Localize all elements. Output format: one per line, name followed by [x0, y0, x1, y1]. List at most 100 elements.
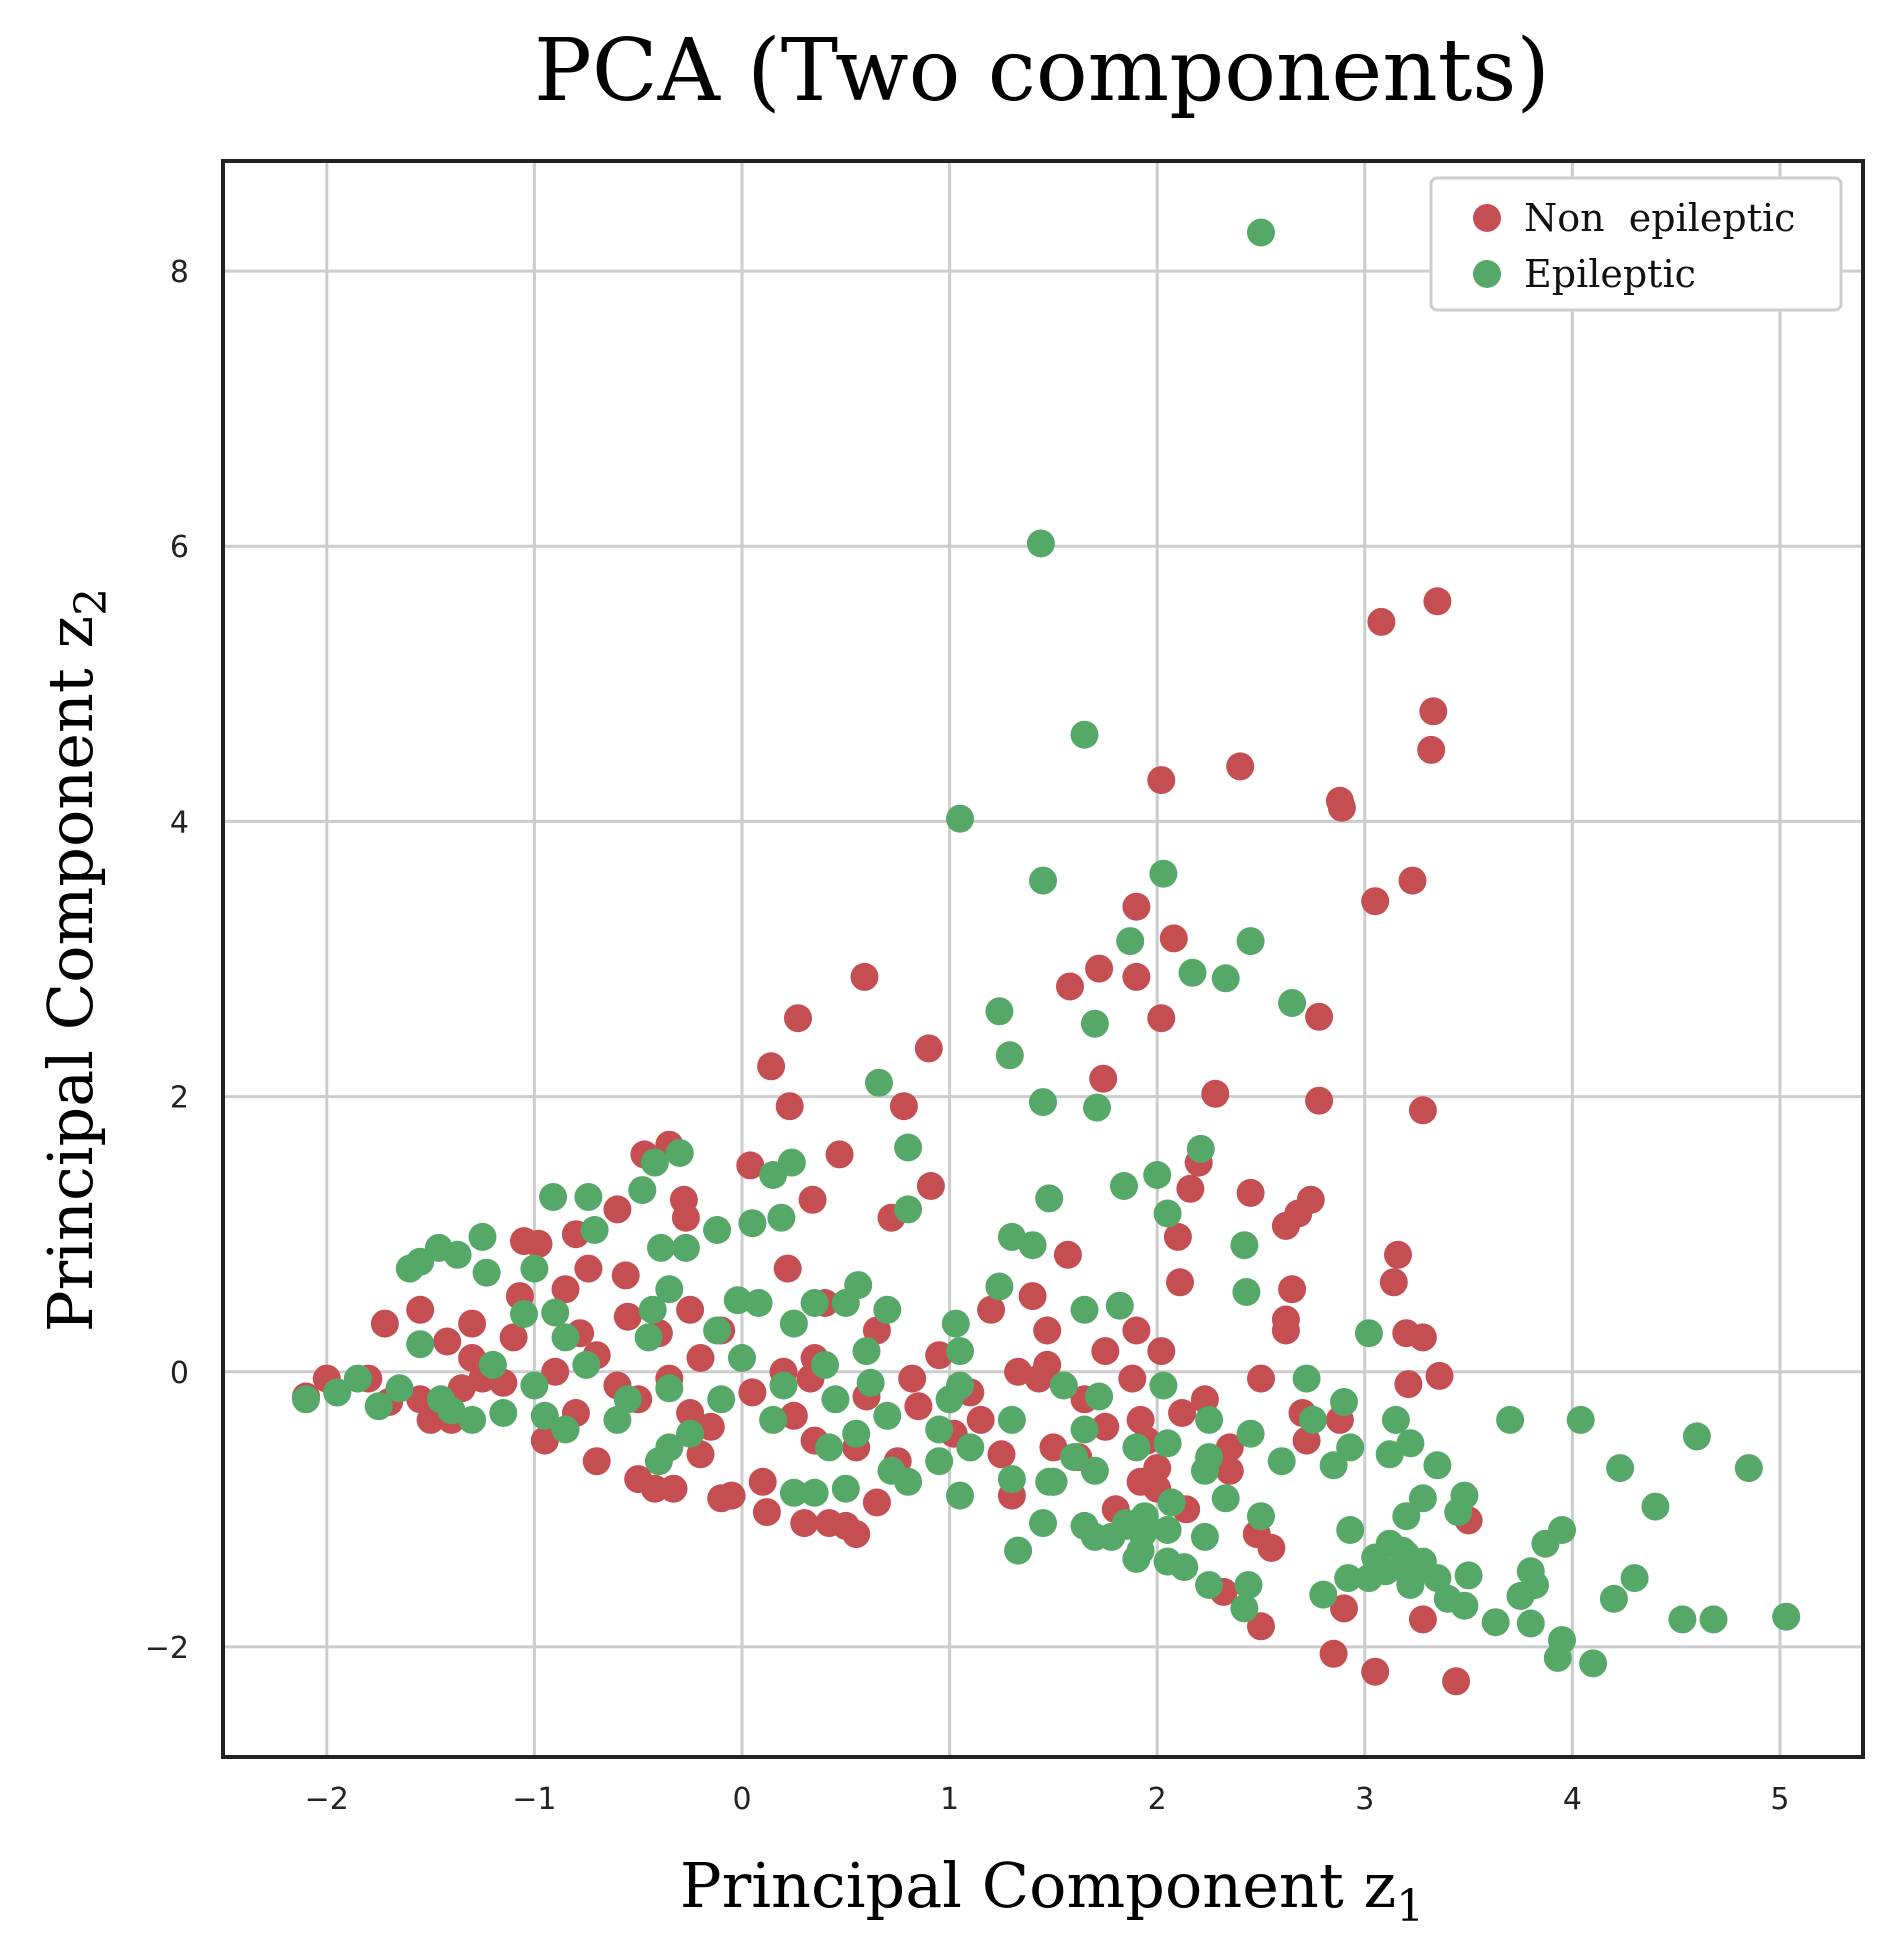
scatter-point	[703, 1316, 732, 1345]
scatter-point	[703, 1216, 732, 1244]
scatter-point	[1033, 1316, 1062, 1345]
scatter-point	[472, 1258, 501, 1287]
scatter-point	[1118, 1364, 1147, 1393]
scatter-point	[1190, 1456, 1219, 1485]
scatter-point	[1606, 1454, 1635, 1483]
scatter-point	[1668, 1605, 1697, 1634]
scatter-point	[1170, 1553, 1199, 1582]
chart-title: PCA (Two components)	[534, 21, 1550, 121]
scatter-point	[1236, 1419, 1265, 1448]
scatter-point	[1278, 1275, 1307, 1304]
scatter-point	[1186, 1134, 1215, 1163]
scatter-point	[1398, 866, 1427, 895]
scatter-point	[1620, 1564, 1649, 1593]
scatter-point	[1516, 1609, 1545, 1638]
scatter-point	[640, 1148, 669, 1177]
scatter-point	[1201, 1079, 1230, 1108]
scatter-point	[443, 1240, 472, 1269]
scatter-point	[707, 1385, 736, 1414]
scatter-point	[468, 1222, 497, 1251]
scatter-point	[530, 1401, 559, 1430]
scatter-point	[889, 1092, 918, 1121]
scatter-point	[1419, 697, 1448, 726]
scatter-point	[1122, 1544, 1151, 1573]
scatter-point	[1060, 1443, 1089, 1472]
scatter-point	[580, 1216, 609, 1244]
scatter-point	[1091, 1337, 1120, 1366]
scatter-point	[1392, 1502, 1421, 1531]
scatter-point	[1271, 1316, 1300, 1345]
scatter-point	[1176, 1174, 1205, 1203]
scatter-point	[370, 1309, 399, 1338]
x-axis-label-text: Principal Component z	[680, 1849, 1396, 1922]
scatter-point	[1305, 1086, 1334, 1115]
scatter-point	[582, 1447, 611, 1476]
scatter-point	[898, 1364, 927, 1393]
scatter-point	[1408, 1096, 1437, 1125]
scatter-point	[757, 1052, 786, 1081]
y-tick-labels: −2 0 2 4 6 8	[145, 255, 189, 1666]
scatter-point	[862, 1316, 891, 1345]
scatter-point	[1408, 1605, 1437, 1634]
scatter-point	[1699, 1605, 1728, 1634]
scatter-point	[873, 1401, 902, 1430]
y-tick-label: 0	[170, 1356, 189, 1391]
scatter-point	[1018, 1231, 1047, 1260]
scatter-point	[638, 1295, 667, 1324]
scatter-point	[686, 1344, 715, 1372]
scatter-point	[1122, 892, 1151, 921]
scatter-point	[1319, 1639, 1348, 1668]
scatter-point	[904, 1392, 933, 1421]
scatter-point	[1029, 866, 1057, 895]
scatter-point	[1566, 1405, 1595, 1434]
legend: Non epileptic Epileptic	[1429, 176, 1843, 312]
scatter-point	[1226, 752, 1255, 781]
scatter-point	[1271, 1211, 1300, 1240]
y-tick-label: 8	[170, 255, 189, 290]
scatter-point	[1190, 1522, 1219, 1551]
scatter-point	[1024, 1364, 1053, 1393]
scatter-point	[1080, 1009, 1109, 1038]
scatter-point	[744, 1289, 773, 1317]
scatter-point	[640, 1474, 669, 1503]
scatter-point	[1149, 1371, 1178, 1400]
scatter-point	[1599, 1584, 1628, 1613]
scatter-point	[323, 1378, 352, 1407]
scatter-point	[738, 1209, 767, 1238]
scatter-point	[1336, 1433, 1365, 1462]
scatter-point	[1336, 1516, 1365, 1544]
x-tick-label: −1	[512, 1782, 556, 1817]
scatter-point	[628, 1176, 657, 1205]
scatter-point	[1049, 1371, 1078, 1400]
scatter-point	[925, 1415, 954, 1444]
scatter-point	[800, 1478, 829, 1507]
scatter-point	[997, 1405, 1026, 1434]
scatter-point	[723, 1286, 752, 1315]
scatter-point	[1004, 1536, 1033, 1565]
scatter-point	[1298, 1405, 1327, 1434]
scatter-point	[1166, 1268, 1194, 1297]
scatter-point	[437, 1396, 466, 1425]
scatter-point	[676, 1419, 705, 1448]
scatter-point	[655, 1374, 684, 1403]
scatter-point	[728, 1344, 756, 1372]
scatter-point	[530, 1426, 559, 1455]
scatter-point	[1159, 924, 1188, 953]
scatter-point	[1379, 1268, 1408, 1297]
scatter-point	[1153, 1429, 1182, 1458]
scatter-point	[1423, 1564, 1452, 1593]
scatter-point	[1122, 962, 1151, 991]
scatter-point	[1091, 1412, 1120, 1441]
legend-marker-epileptic	[1473, 260, 1501, 288]
scatter-point	[1330, 1388, 1358, 1416]
x-tick-labels: −2 −1 0 1 2 3 4 5	[305, 1782, 1790, 1817]
scatter-point	[1327, 793, 1356, 822]
scatter-point	[815, 1433, 844, 1462]
scatter-point	[433, 1327, 462, 1356]
scatter-point	[1334, 1564, 1363, 1593]
scatter-point	[1083, 1093, 1111, 1122]
scatter-point	[1278, 989, 1307, 1017]
x-tick-label: 0	[732, 1782, 751, 1817]
scatter-point	[1018, 1282, 1047, 1311]
x-tick-label: 4	[1563, 1782, 1582, 1817]
